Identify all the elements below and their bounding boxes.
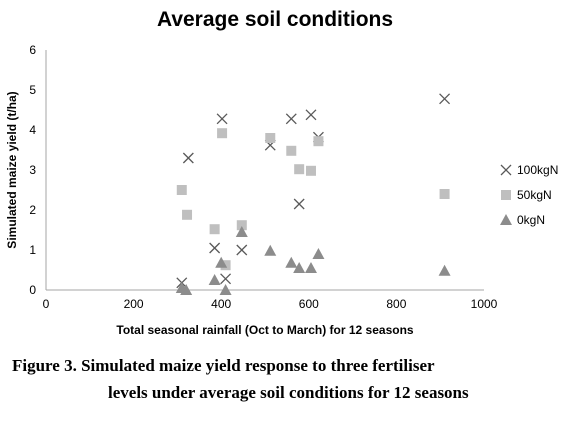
data-point-100kgN — [182, 152, 194, 164]
data-point-0kgN — [304, 262, 317, 273]
data-point-100kgN — [439, 93, 451, 105]
x-axis-title: Total seasonal rainfall (Oct to March) f… — [116, 323, 414, 337]
data-point-50kgN — [176, 185, 187, 195]
data-point-0kgN — [312, 248, 325, 259]
y-axis-title: Simulated maize yield (t/ha) — [5, 91, 19, 248]
chart-title: Average soil conditions — [157, 8, 393, 31]
data-point-50kgN — [236, 220, 247, 231]
data-point-0kgN — [285, 256, 298, 268]
data-point-100kgN — [293, 198, 305, 210]
caption-line-1: Figure 3. Simulated maize yield response… — [12, 356, 435, 375]
y-tick-label: 1 — [29, 243, 36, 257]
x-tick-label: 1000 — [471, 297, 498, 311]
data-point-0kgN — [208, 274, 221, 285]
legend-label-100kgN: 100kgN — [517, 163, 558, 177]
data-point-50kgN — [209, 224, 220, 235]
data-point-50kgN — [305, 165, 316, 176]
y-tick-label: 5 — [29, 83, 36, 97]
y-tick-label: 0 — [29, 283, 36, 297]
data-points — [175, 93, 451, 295]
data-point-50kgN — [439, 189, 450, 199]
axes — [45, 50, 484, 291]
x-tick-label: 200 — [124, 297, 144, 311]
caption-line-2: levels under average soil conditions for… — [108, 383, 469, 402]
data-point-50kgN — [294, 164, 305, 175]
scatter-chart: Average soil conditions 0 200 400 600 800 100… — [5, 8, 558, 337]
legend: 100kgN 50kgN 0kgN — [500, 163, 558, 227]
data-point-50kgN — [313, 136, 324, 147]
x-tick-label: 800 — [386, 297, 406, 311]
x-tick-label: 600 — [299, 297, 319, 311]
y-tick-label: 3 — [29, 163, 36, 177]
data-point-100kgN — [216, 113, 228, 125]
data-point-100kgN — [236, 244, 248, 256]
data-point-100kgN — [220, 273, 232, 285]
data-point-0kgN — [180, 284, 193, 295]
y-tick-label: 2 — [29, 203, 36, 217]
data-point-100kgN — [285, 113, 297, 125]
data-point-100kgN — [209, 242, 221, 254]
legend-marker-0kgN — [500, 214, 512, 225]
series-0kgN — [175, 226, 451, 295]
data-point-0kgN — [235, 226, 248, 237]
data-point-50kgN — [265, 133, 276, 143]
data-point-100kgN — [305, 109, 317, 121]
data-point-0kgN — [438, 264, 451, 276]
data-point-0kgN — [215, 256, 228, 268]
data-point-50kgN — [217, 128, 228, 139]
data-point-0kgN — [293, 262, 306, 273]
x-tick-label: 0 — [43, 297, 50, 311]
y-tick-label: 4 — [29, 123, 36, 137]
y-tick-label: 6 — [29, 43, 36, 57]
data-point-0kgN — [264, 244, 277, 256]
data-point-50kgN — [182, 209, 193, 220]
legend-marker-100kgN — [500, 164, 512, 176]
data-point-50kgN — [286, 145, 297, 156]
legend-label-0kgN: 0kgN — [517, 213, 545, 227]
legend-label-50kgN: 50kgN — [517, 188, 552, 202]
series-50kgN — [176, 128, 450, 271]
tick-labels: 0 200 400 600 800 1000 0 1 2 3 4 5 6 — [29, 43, 497, 311]
legend-marker-50kgN — [501, 190, 511, 200]
data-point-0kgN — [219, 284, 232, 295]
x-tick-label: 400 — [211, 297, 231, 311]
